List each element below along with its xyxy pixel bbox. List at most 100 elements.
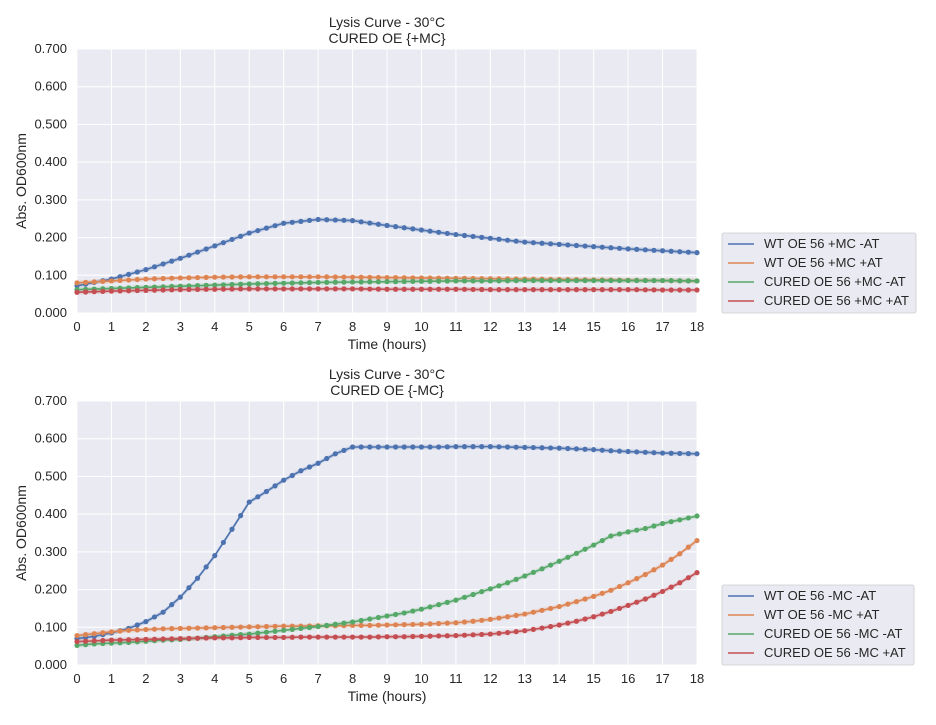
x-tick-label: 3 [177,319,184,334]
data-point [83,632,89,638]
data-point [151,636,158,642]
data-point [126,627,132,633]
y-tick-label: 0.000 [34,657,67,672]
data-point [169,287,175,293]
data-point [616,277,623,284]
data-point [341,279,347,285]
data-point [677,450,683,457]
data-point [591,542,597,548]
data-point [349,444,356,450]
data-point [74,280,80,286]
data-point [324,279,330,285]
data-point [573,618,580,624]
data-point [504,237,511,243]
data-point [582,596,588,602]
data-point [659,588,666,595]
data-point [126,637,132,643]
data-point [548,445,554,451]
data-point [332,274,338,280]
data-point [315,286,321,292]
data-point [358,219,364,225]
data-point [229,286,235,292]
data-point [651,592,657,598]
data-point [522,287,528,293]
data-point [685,515,691,521]
series-band [77,217,697,289]
data-point [677,287,683,293]
data-point [453,444,459,450]
data-point [160,636,166,642]
data-point [315,460,321,466]
data-point [220,539,226,546]
data-point [427,633,433,639]
data-point [384,279,390,285]
data-point [444,620,450,626]
data-point [694,278,700,284]
data-point [177,275,183,281]
data-point [470,632,476,638]
data-point [410,275,416,281]
data-point [151,264,158,270]
data-point [565,601,571,607]
x-tick-label: 18 [690,671,704,686]
data-point [263,274,270,280]
data-point [418,621,425,627]
data-point [306,624,313,631]
data-point [522,277,528,284]
data-point [194,274,201,281]
data-point [591,287,597,293]
data-point [126,277,132,283]
data-point [289,634,295,640]
data-point [281,286,287,292]
x-tick-label: 10 [414,319,428,334]
x-tick-label: 12 [483,671,497,686]
data-point [298,468,304,474]
data-point [530,240,536,246]
data-point [272,280,278,286]
data-point [324,622,330,629]
data-point [573,287,580,293]
data-point [169,275,175,281]
data-point [461,286,468,292]
x-tick-label: 8 [349,319,356,334]
data-point [461,444,468,450]
data-point [272,483,278,489]
data-point [384,222,390,229]
data-point [220,286,226,292]
data-point [634,277,640,284]
data-point [668,584,674,590]
chart-subtitle: CURED OE {+MC} [328,30,445,46]
data-point [255,634,261,641]
data-point [556,558,562,564]
data-point [117,637,123,643]
data-point [341,274,347,280]
y-tick-label: 0.700 [34,393,67,408]
data-point [186,252,192,258]
data-point [186,635,192,642]
data-point [461,594,468,600]
data-point [143,287,149,293]
data-point [134,636,140,643]
data-point [642,287,648,293]
x-tick-label: 8 [349,671,356,686]
data-point [177,625,183,632]
data-point [487,287,493,293]
data-point [418,286,425,292]
data-point [160,626,166,632]
data-point [384,274,390,281]
data-point [281,477,287,483]
x-axis-label: Time (hours) [348,336,427,352]
data-point [186,585,192,591]
data-point [134,276,140,283]
data-point [238,513,244,519]
data-point [100,637,106,644]
data-point [487,586,493,592]
data-point [453,278,459,284]
data-point [332,621,338,627]
data-point [410,621,416,628]
data-point [341,634,347,640]
data-point [608,448,614,454]
data-point [281,623,287,629]
data-point [504,444,511,450]
